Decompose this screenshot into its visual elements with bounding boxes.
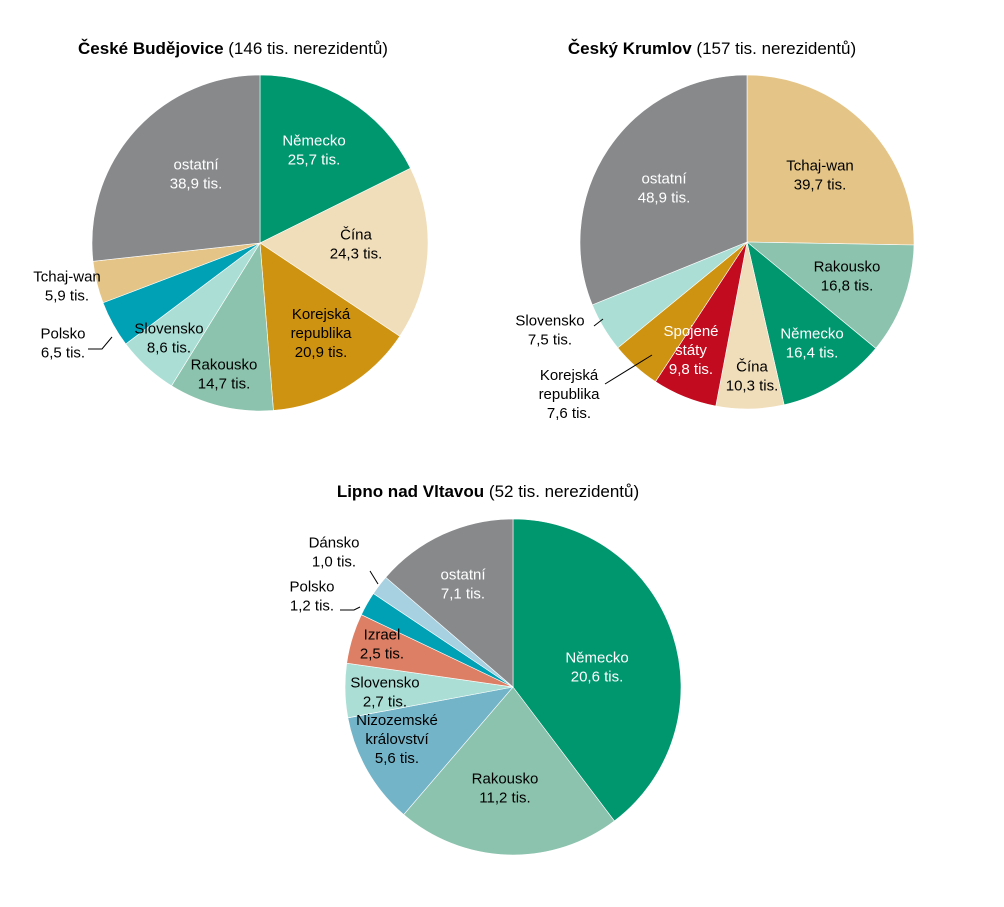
leader-line-korejska-republika [604, 354, 653, 385]
pie-slice-ostatni [385, 518, 514, 688]
pie-lipno-nad-vltavou: Německo 20,6 tis. Rakousko 11,2 tis. Nizozem… [289, 518, 682, 856]
pie-cesky-krumlov: Tchaj-wan 39,7 tis. Rakousko 16,8 tis. Němec… [515, 74, 915, 422]
pie-slice-nemecko [746, 241, 877, 406]
pie-slice-rakousko [746, 241, 915, 349]
slice-label-korejska-republika: Korejská republika 20,9 tis. [291, 306, 353, 361]
chart-title-ceske-budejovice: České Budějovice (146 tis. nerezidentů) [78, 39, 388, 58]
leader-line-polsko [340, 606, 361, 611]
slice-label-ostatni: ostatní 7,1 tis. [440, 567, 486, 603]
leader-line-polsko [88, 336, 113, 350]
slice-label-dansko: Dánsko 1,0 tis. [309, 535, 360, 571]
slice-label-tchaj-wan: Tchaj-wan 5,9 tis. [33, 269, 101, 305]
slice-label-cina: Čína 10,3 tis. [726, 359, 779, 395]
slice-label-rakousko: Rakousko 11,2 tis. [472, 771, 539, 807]
slice-label-ostatni: ostatní 48,9 tis. [638, 171, 691, 207]
slice-label-izrael: Izrael 2,5 tis. [360, 627, 404, 663]
slice-label-nemecko: Německo 25,7 tis. [282, 133, 345, 169]
pie-slice-rakousko [403, 686, 615, 856]
slice-label-cina: Čína 24,3 tis. [330, 227, 383, 263]
slice-label-ostatni: ostatní 38,9 tis. [170, 157, 223, 193]
leader-line-dansko [369, 570, 379, 585]
slice-label-nemecko: Německo 20,6 tis. [565, 650, 628, 686]
pie-charts-group: Německo 25,7 tis. Čína 24,3 tis. Korejská rep… [33, 74, 915, 856]
slice-label-slovensko: Slovensko 8,6 tis. [134, 321, 203, 357]
slice-label-korejska-republika: Korejská republika 7,6 tis. [539, 367, 601, 422]
slice-label-slovensko: Slovensko 7,5 tis. [515, 313, 584, 349]
pie-slice-ostatni [579, 74, 748, 306]
slice-label-slovensko: Slovensko 2,7 tis. [350, 675, 419, 711]
slice-label-rakousko: Rakousko 16,8 tis. [814, 259, 881, 295]
slice-label-nemecko: Německo 16,4 tis. [780, 326, 843, 362]
leader-line-slovensko [593, 318, 604, 327]
slice-label-polsko: Polsko 6,5 tis. [40, 326, 85, 362]
pie-slice-rakousko [171, 242, 274, 412]
pie-ceske-budejovice: Německo 25,7 tis. Čína 24,3 tis. Korejská rep… [33, 74, 429, 412]
pie-slice-tchaj-wan [746, 74, 915, 246]
pie-slice-nizozemske-kralovstvi [347, 686, 514, 816]
chart-title-lipno-nad-vltavou: Lipno nad Vltavou (52 tis. nerezidentů) [337, 482, 639, 501]
slice-label-polsko: Polsko 1,2 tis. [289, 579, 334, 615]
slice-label-tchaj-wan: Tchaj-wan 39,7 tis. [786, 158, 854, 194]
pie-slice-korejska-republika [259, 242, 401, 411]
pie-slice-ostatni [91, 74, 261, 262]
slice-label-rakousko: Rakousko 14,7 tis. [191, 357, 258, 393]
pie-slice-nemecko [512, 518, 682, 822]
slice-label-nizozemske-kralovstvi: Nizozemské království 5,6 tis. [356, 712, 438, 767]
slice-label-spojene-staty: Spojené státy 9,8 tis. [663, 323, 718, 378]
pie-slice-cina [259, 167, 429, 337]
pie-slice-nemecko [259, 74, 411, 244]
chart-title-cesky-krumlov: Český Krumlov (157 tis. nerezidentů) [568, 39, 856, 58]
